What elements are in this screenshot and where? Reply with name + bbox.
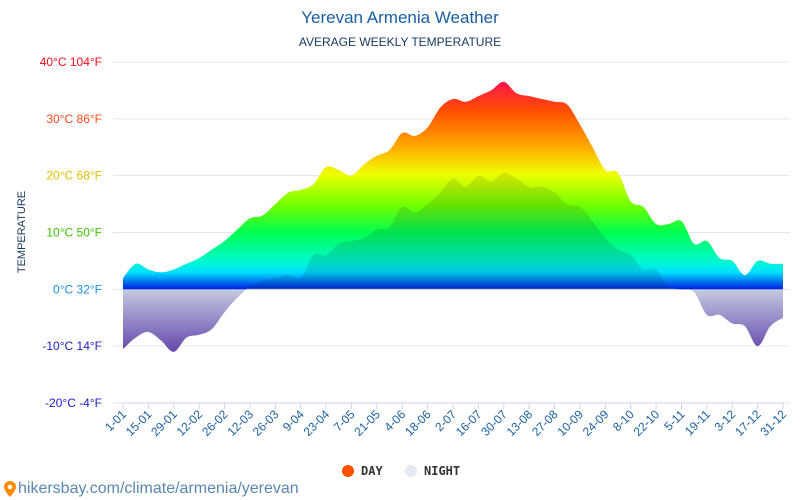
legend-item-night[interactable]: NIGHT [405, 464, 460, 478]
footer-url: hikersbay.com/climate/armenia/yerevan [18, 480, 299, 497]
night-temperature-area [123, 172, 783, 352]
x-tick-label: 26-02 [199, 407, 231, 439]
footer-link[interactable]: hikersbay.com/climate/armenia/yerevan [4, 480, 299, 498]
x-tick-label: 21-05 [351, 407, 383, 439]
y-tick-label: -10°C 14°F [42, 339, 102, 353]
location-pin-icon [4, 481, 16, 497]
x-tick-label: 16-07 [453, 407, 485, 439]
x-tick-label: 23-04 [301, 407, 333, 439]
chart-title: Yerevan Armenia Weather [301, 8, 499, 27]
y-tick-label: 0°C 32°F [53, 282, 102, 296]
legend-night-marker [405, 465, 417, 477]
y-tick-label: 40°C 104°F [40, 55, 102, 69]
x-tick-label: 18-06 [402, 407, 434, 439]
x-tick-label: 31-12 [758, 407, 790, 439]
x-tick-label: 19-11 [682, 407, 713, 438]
legend-day-marker [342, 465, 354, 477]
y-tick-label: 10°C 50°F [46, 226, 102, 240]
x-tick-label: 30-07 [478, 407, 510, 439]
legend-day-label: DAY [361, 464, 383, 478]
x-tick-label: 26-03 [250, 407, 282, 439]
y-tick-label: -20°C -4°F [45, 396, 102, 410]
x-tick-label: 12-03 [224, 407, 256, 439]
chart-subtitle: AVERAGE WEEKLY TEMPERATURE [298, 35, 502, 49]
x-tick-label: 17-12 [732, 407, 764, 439]
legend-night-label: NIGHT [424, 464, 460, 478]
y-axis-label: TEMPERATURE [16, 191, 28, 273]
x-tick-label: 12-02 [174, 407, 206, 439]
y-tick-label: 30°C 86°F [46, 112, 102, 126]
legend-item-day[interactable]: DAY [342, 464, 383, 478]
x-tick-label: 22-10 [631, 407, 663, 439]
y-tick-label: 20°C 68°F [46, 169, 102, 183]
x-tick-label: 15-01 [123, 407, 155, 439]
legend: DAY NIGHT [342, 464, 460, 478]
x-tick-label: 29-01 [148, 407, 180, 439]
x-tick-label: 24-09 [580, 407, 612, 439]
x-tick-label: 13-08 [504, 407, 536, 439]
x-tick-label: 10-09 [554, 407, 586, 439]
x-tick-label: 27-08 [529, 407, 561, 439]
